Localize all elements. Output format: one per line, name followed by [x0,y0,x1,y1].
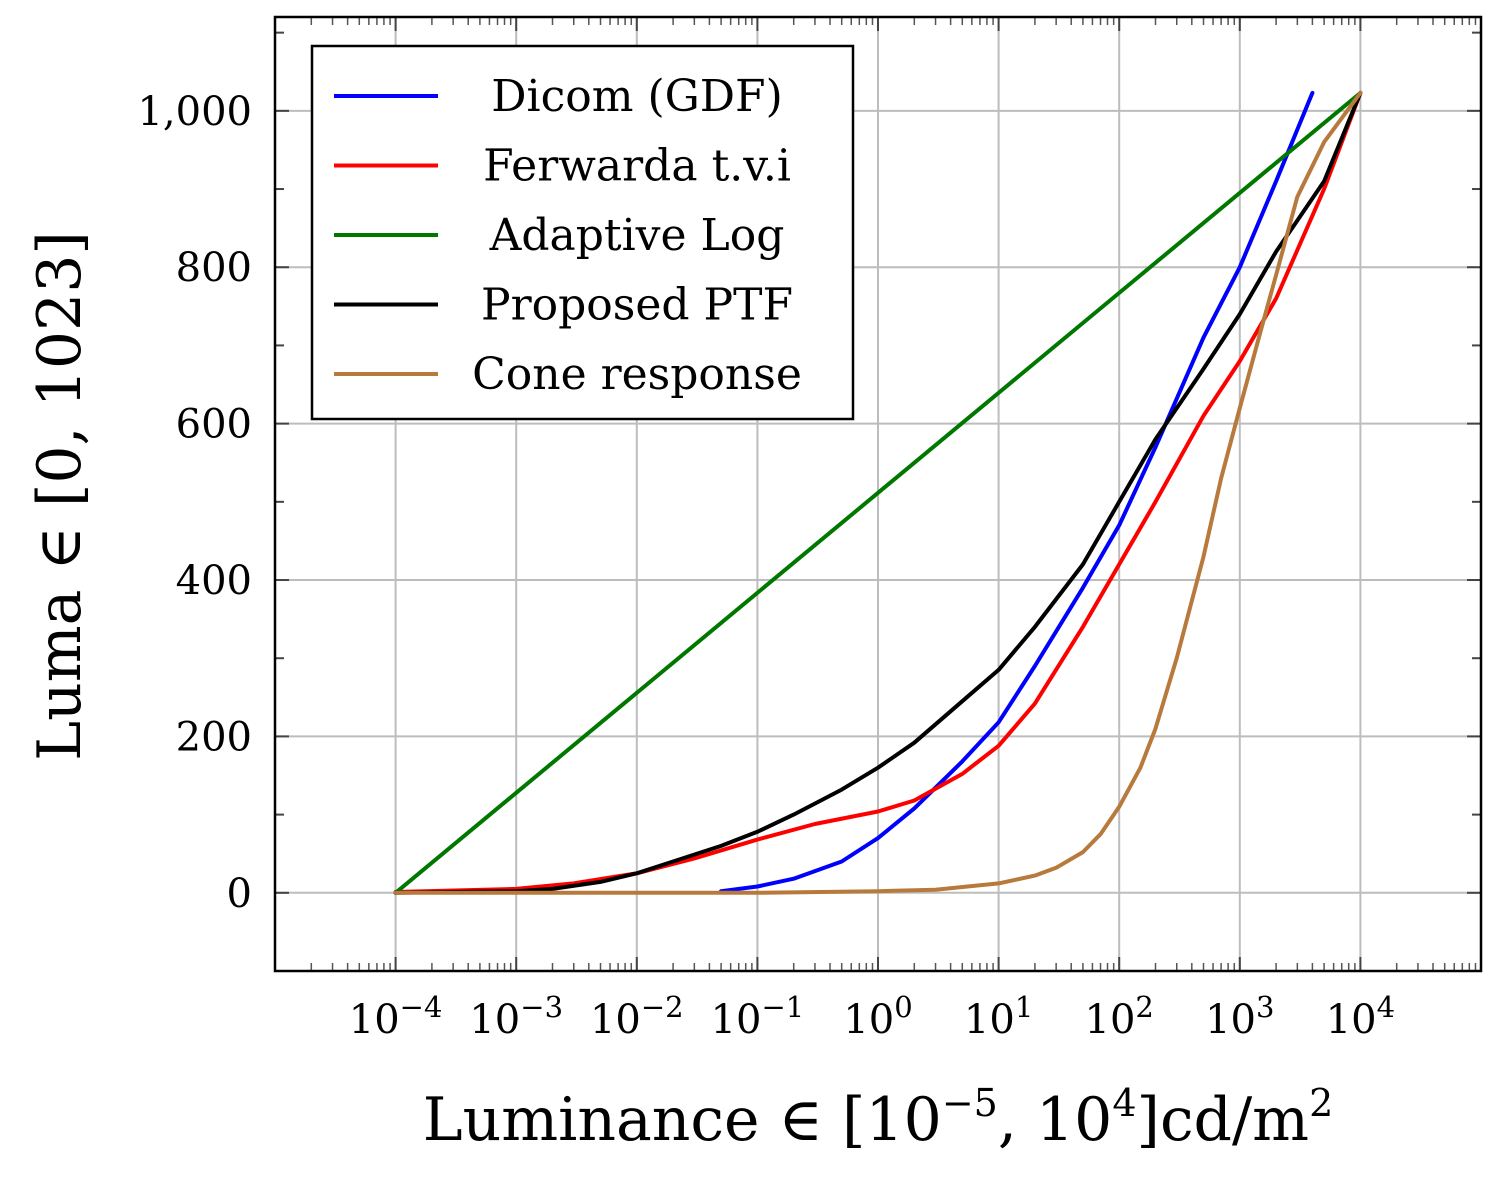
series-line-3 [393,90,1363,895]
legend-label-2: Adaptive Log [489,210,785,261]
x-tick-labels: 10−4 10−3 10−2 10−1 100 101 102 103 104 [349,990,1395,1043]
x-tick-label: 10−3 [469,990,563,1043]
x-tick-label: 103 [1205,990,1274,1043]
y-tick-label: 0 [227,871,252,917]
y-tick-label: 200 [176,714,252,760]
series-line-4 [393,90,1363,895]
legend-label-3: Proposed PTF [481,280,793,331]
y-tick-label: 600 [176,402,252,448]
x-tick-label: 100 [843,990,912,1043]
x-tick-label: 10−4 [349,990,443,1043]
y-tick-label: 400 [176,558,252,604]
legend-label-4: Cone response [472,349,802,400]
x-tick-label: 10−2 [590,990,684,1043]
legend: Dicom (GDF) Ferwarda t.v.i Adaptive Log Pro… [310,44,855,421]
x-axis-title: Luminance ∈ [10−5, 104]cd/m2 [423,1081,1334,1155]
y-tick-label: 800 [176,245,252,291]
x-tick-label: 102 [1085,990,1154,1043]
y-axis-title: Luma ∈ [0, 1023] [25,231,95,761]
x-tick-label: 10−1 [711,990,805,1043]
legend-label-1: Ferwarda t.v.i [483,141,791,192]
x-tick-label: 104 [1326,990,1395,1043]
x-tick-label: 101 [964,990,1033,1043]
y-tick-labels: 0 200 400 600 800 1,000 [137,89,252,917]
y-tick-label: 1,000 [137,89,252,135]
legend-box [310,44,855,421]
series-line-0 [719,90,1315,894]
series-line-2 [393,90,1363,895]
legend-label-0: Dicom (GDF) [491,71,782,122]
plot-series [393,90,1363,895]
plot-frame [273,15,1483,973]
